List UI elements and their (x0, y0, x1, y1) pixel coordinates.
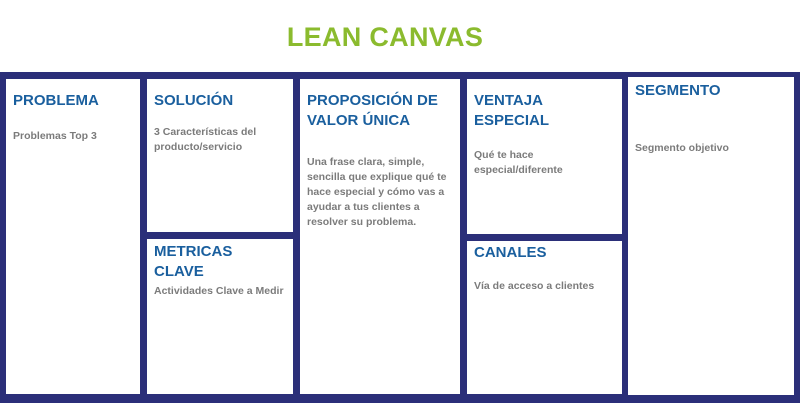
block-segmento-text: Segmento objetivo (635, 142, 729, 154)
block-solucion-text: 3 Características del producto/servicio (154, 126, 257, 153)
block-canales-text: Vía de acceso a clientes (474, 280, 595, 292)
block-ventaja-heading: VENTAJA ESPECIAL (474, 92, 550, 129)
block-segmento-heading: SEGMENTO (635, 82, 721, 99)
block-ventaja: VENTAJA ESPECIAL Qué te hace especial/di… (467, 79, 622, 234)
block-problema-heading: PROBLEMA (13, 92, 99, 109)
block-solucion-heading: SOLUCIÓN (154, 92, 234, 109)
block-metricas-text: Actividades Clave a Medir (154, 285, 284, 297)
block-solucion: SOLUCIÓN 3 Características del producto/… (147, 79, 293, 232)
block-problema-text: Problemas Top 3 (13, 130, 97, 142)
block-segmento: SEGMENTO Segmento objetivo (628, 77, 794, 395)
block-problema: PROBLEMA Problemas Top 3 (6, 79, 140, 394)
block-ventaja-text: Qué te hace especial/diferente (474, 149, 563, 176)
block-propuesta-heading: PROPOSICIÓN DE VALOR ÚNICA (307, 92, 438, 129)
block-canales: CANALES Vía de acceso a clientes (467, 241, 622, 394)
block-canales-heading: CANALES (474, 244, 547, 261)
block-propuesta-text: Una frase clara, simple, sencilla que ex… (307, 156, 447, 228)
block-propuesta: PROPOSICIÓN DE VALOR ÚNICA Una frase cla… (300, 79, 460, 394)
canvas-title: LEAN CANVAS (286, 22, 484, 52)
block-metricas-heading: METRICAS CLAVE (154, 243, 233, 280)
block-metricas: METRICAS CLAVE Actividades Clave a Medir (147, 239, 293, 394)
